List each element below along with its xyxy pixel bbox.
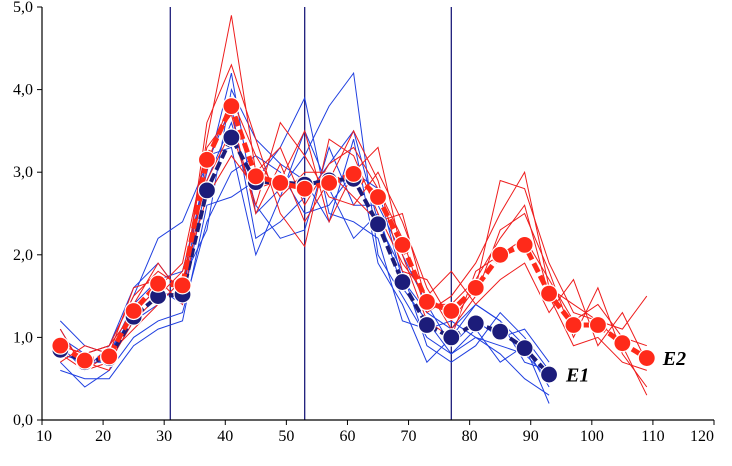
e2-point [320,173,339,193]
e2-point [613,334,632,353]
x-tick-label: 100 [580,428,604,445]
x-tick-label: 110 [641,428,664,445]
y-tick-label: 2,0 [13,247,33,264]
e2-point [173,276,192,295]
e1-series-label: E1 [565,365,589,387]
e2-point [368,187,388,207]
y-tick-label: 3,0 [13,164,33,181]
e1-trace-line [60,96,550,396]
e2-point [491,245,510,264]
e2-point [197,150,217,169]
x-tick-label: 70 [401,428,417,445]
e2-series-label: E2 [662,348,686,370]
e1-point [466,314,485,333]
e1-point [417,315,436,335]
y-tick-label: 0,0 [13,412,33,429]
e2-point [75,351,94,370]
individual-traces [59,15,648,404]
series-labels: E1 E2 [565,348,686,387]
e2-point [124,301,143,321]
e2-point [271,173,290,193]
x-tick-label: 10 [36,428,52,445]
x-tick-label: 40 [217,428,233,445]
e2-point [148,274,168,293]
e2-trace-line [60,121,648,388]
e2-point [539,284,559,303]
e1-point [368,215,388,234]
y-tick-label: 5,0 [13,0,33,16]
series-lines [59,99,649,376]
e2-point [344,164,363,183]
e1-point [197,181,217,200]
e1-trace-line [59,155,550,388]
e2-point [637,348,656,368]
e1-point [539,365,559,384]
e2-point [442,301,461,321]
x-tick-label: 80 [462,428,478,445]
e1-point [393,272,412,292]
x-tick-label: 120 [690,428,714,445]
e1-point [442,328,461,347]
e1-point [515,339,534,358]
x-tick-label: 90 [523,428,539,445]
series-markers [51,97,656,384]
e2-point [588,315,608,335]
y-tick-label: 4,0 [13,82,33,99]
e2-point [393,235,412,254]
e2-point [466,278,485,297]
e1-point [491,322,510,341]
x-tick-label: 30 [156,428,172,445]
x-tick-label: 60 [339,428,355,445]
e2-point [51,336,70,355]
axes: 0,0 1,0 2,0 3,0 4,0 5,0 10 20 30 40 50 60 70 80 90 100 1… [13,0,715,445]
e2-trace-line [59,63,648,372]
e2-point [564,315,583,335]
y-tick-label: 1,0 [13,329,33,346]
e2-point [515,235,534,254]
e2-point [100,347,119,366]
x-tick-label: 50 [278,428,294,445]
e1-point [222,128,241,147]
e2-point [295,179,314,198]
e2-point [246,167,265,186]
reference-lines [169,7,452,420]
e2-point [222,97,241,116]
e2-trace-line [59,96,647,372]
e2-point [417,292,436,311]
e2-series-line [59,99,649,364]
x-tick-label: 20 [95,428,111,445]
